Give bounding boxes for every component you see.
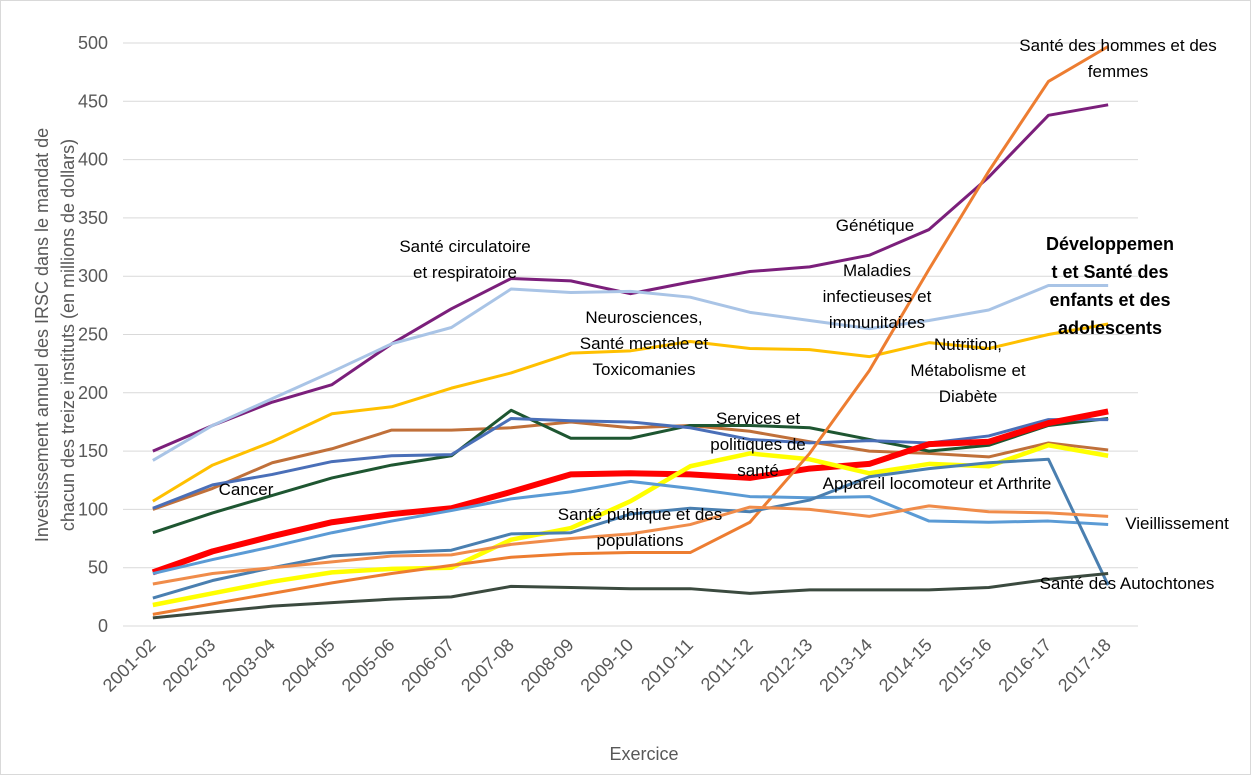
series-line: [152, 443, 1109, 608]
y-tick-label: 350: [78, 208, 108, 228]
series-label: Nutrition, Métabolisme et Diabète: [910, 335, 1026, 406]
series-label: Développement et Santé des enfants et de…: [1045, 234, 1175, 338]
y-tick-label: 100: [78, 499, 108, 519]
series-label: Services et politiques de santé: [710, 409, 806, 480]
y-tick-label: 500: [78, 33, 108, 53]
series-line: [152, 479, 1109, 575]
series-line: [152, 284, 1109, 462]
series-line: [152, 322, 1109, 503]
series-label: Vieillissement: [1125, 514, 1229, 533]
series-line: [152, 504, 1109, 586]
series-label: Cancer: [218, 480, 274, 499]
series-label: Santé des hommes et des femmes: [1019, 36, 1217, 81]
series-label: Génétique: [835, 216, 915, 235]
y-tick-label: 450: [78, 91, 108, 111]
y-tick-label: 400: [78, 150, 108, 170]
series-label: Santé publique et des populations: [557, 505, 723, 550]
series-label: Neurosciences, Santé mentale et Toxicoma…: [579, 308, 709, 379]
series-label: Maladies infectieuses et immunitaires: [822, 261, 932, 332]
x-axis-title: Exercice: [609, 744, 678, 764]
series-line: [151, 408, 1109, 576]
series-line: [152, 408, 1109, 535]
y-tick-label: 0: [98, 616, 108, 636]
series-line: [152, 103, 1109, 453]
series-line: [152, 457, 1110, 600]
y-tick-label: 300: [78, 266, 108, 286]
y-tick-label: 200: [78, 383, 108, 403]
y-tick-label: 150: [78, 441, 108, 461]
series-label: Santé circulatoire et respiratoire: [399, 237, 531, 282]
series-line: [152, 420, 1109, 511]
series-label: Appareil locomoteur et Arthrite: [822, 474, 1052, 493]
series-label: Santé des Autochtones: [1039, 574, 1215, 593]
y-tick-label: 50: [88, 558, 108, 578]
series-line: [152, 572, 1109, 620]
y-axis-title: Investissement annuel des IRSC dans le m…: [32, 128, 78, 542]
y-tick-label: 250: [78, 325, 108, 345]
series-line: [152, 45, 1109, 616]
